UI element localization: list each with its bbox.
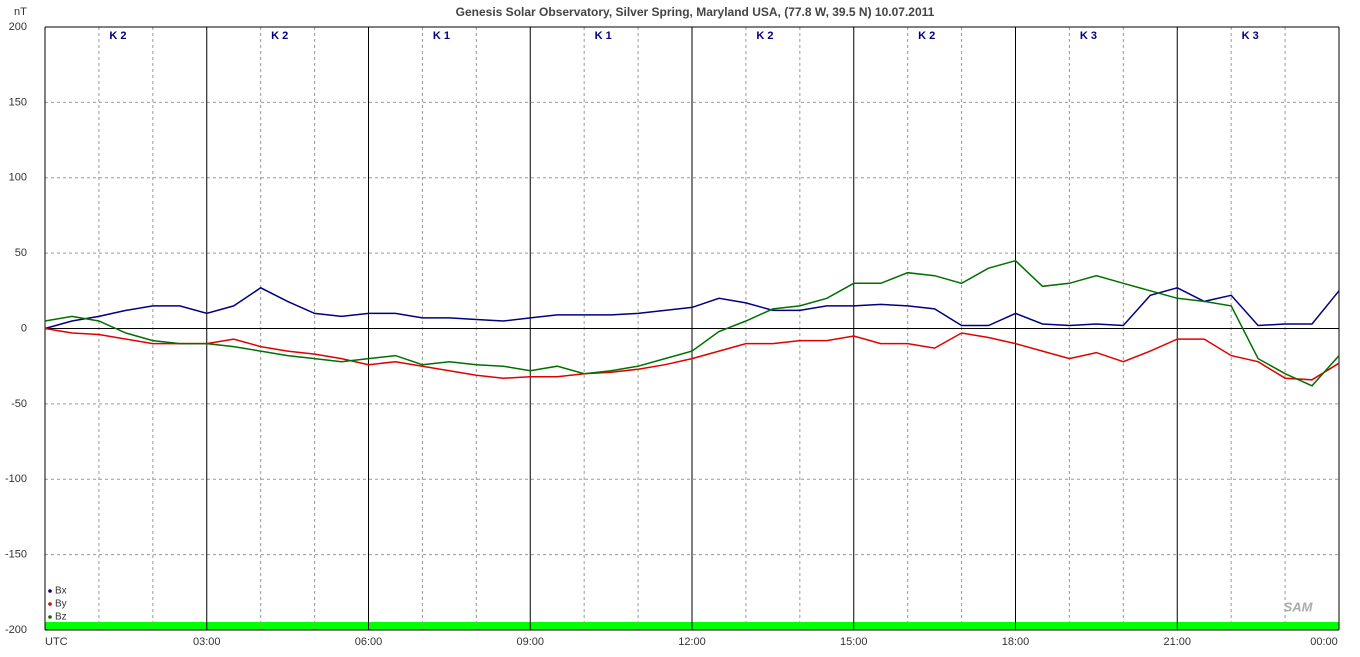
x-tick-label: 18:00 bbox=[1002, 636, 1030, 648]
x-tick-label: 03:00 bbox=[193, 636, 221, 648]
series-line bbox=[44, 327, 1340, 381]
y-tick-label: -200 bbox=[5, 624, 27, 636]
y-tick-label: -100 bbox=[5, 473, 27, 485]
series-line bbox=[44, 259, 1340, 387]
legend-label: By bbox=[55, 599, 67, 610]
k-index-label: K 3 bbox=[1242, 30, 1259, 42]
y-tick-label: 150 bbox=[9, 96, 27, 108]
y-tick-label: -150 bbox=[5, 549, 27, 561]
x-tick-label: 06:00 bbox=[355, 636, 383, 648]
k-index-label: K 2 bbox=[918, 30, 935, 42]
x-tick-label: 21:00 bbox=[1163, 636, 1191, 648]
k-index-label: K 3 bbox=[1080, 30, 1097, 42]
y-axis-label: nT bbox=[14, 6, 27, 18]
y-tick-label: 100 bbox=[9, 172, 27, 184]
legend-label: Bx bbox=[55, 586, 67, 597]
x-tick-label: 00:00 bbox=[1310, 636, 1338, 648]
y-tick-label: 200 bbox=[9, 21, 27, 33]
k-index-label: K 2 bbox=[756, 30, 773, 42]
x-tick-label: 09:00 bbox=[516, 636, 544, 648]
legend-marker bbox=[48, 589, 52, 593]
legend-label: Bz bbox=[55, 612, 67, 623]
k-index-label: K 2 bbox=[109, 30, 126, 42]
x-tick-label: 15:00 bbox=[840, 636, 868, 648]
legend-marker bbox=[48, 615, 52, 619]
k-index-label: K 1 bbox=[433, 30, 450, 42]
legend-marker bbox=[48, 602, 52, 606]
x-tick-label: UTC bbox=[45, 636, 68, 648]
k-index-label: K 1 bbox=[595, 30, 612, 42]
k-index-label: K 2 bbox=[271, 30, 288, 42]
series-line bbox=[44, 286, 1340, 330]
y-tick-label: 0 bbox=[21, 322, 27, 334]
y-tick-label: -50 bbox=[11, 398, 27, 410]
y-tick-label: 50 bbox=[15, 247, 27, 259]
chart-title: Genesis Solar Observatory, Silver Spring… bbox=[456, 5, 935, 19]
logo: SAM bbox=[1284, 599, 1314, 614]
x-tick-label: 12:00 bbox=[678, 636, 706, 648]
